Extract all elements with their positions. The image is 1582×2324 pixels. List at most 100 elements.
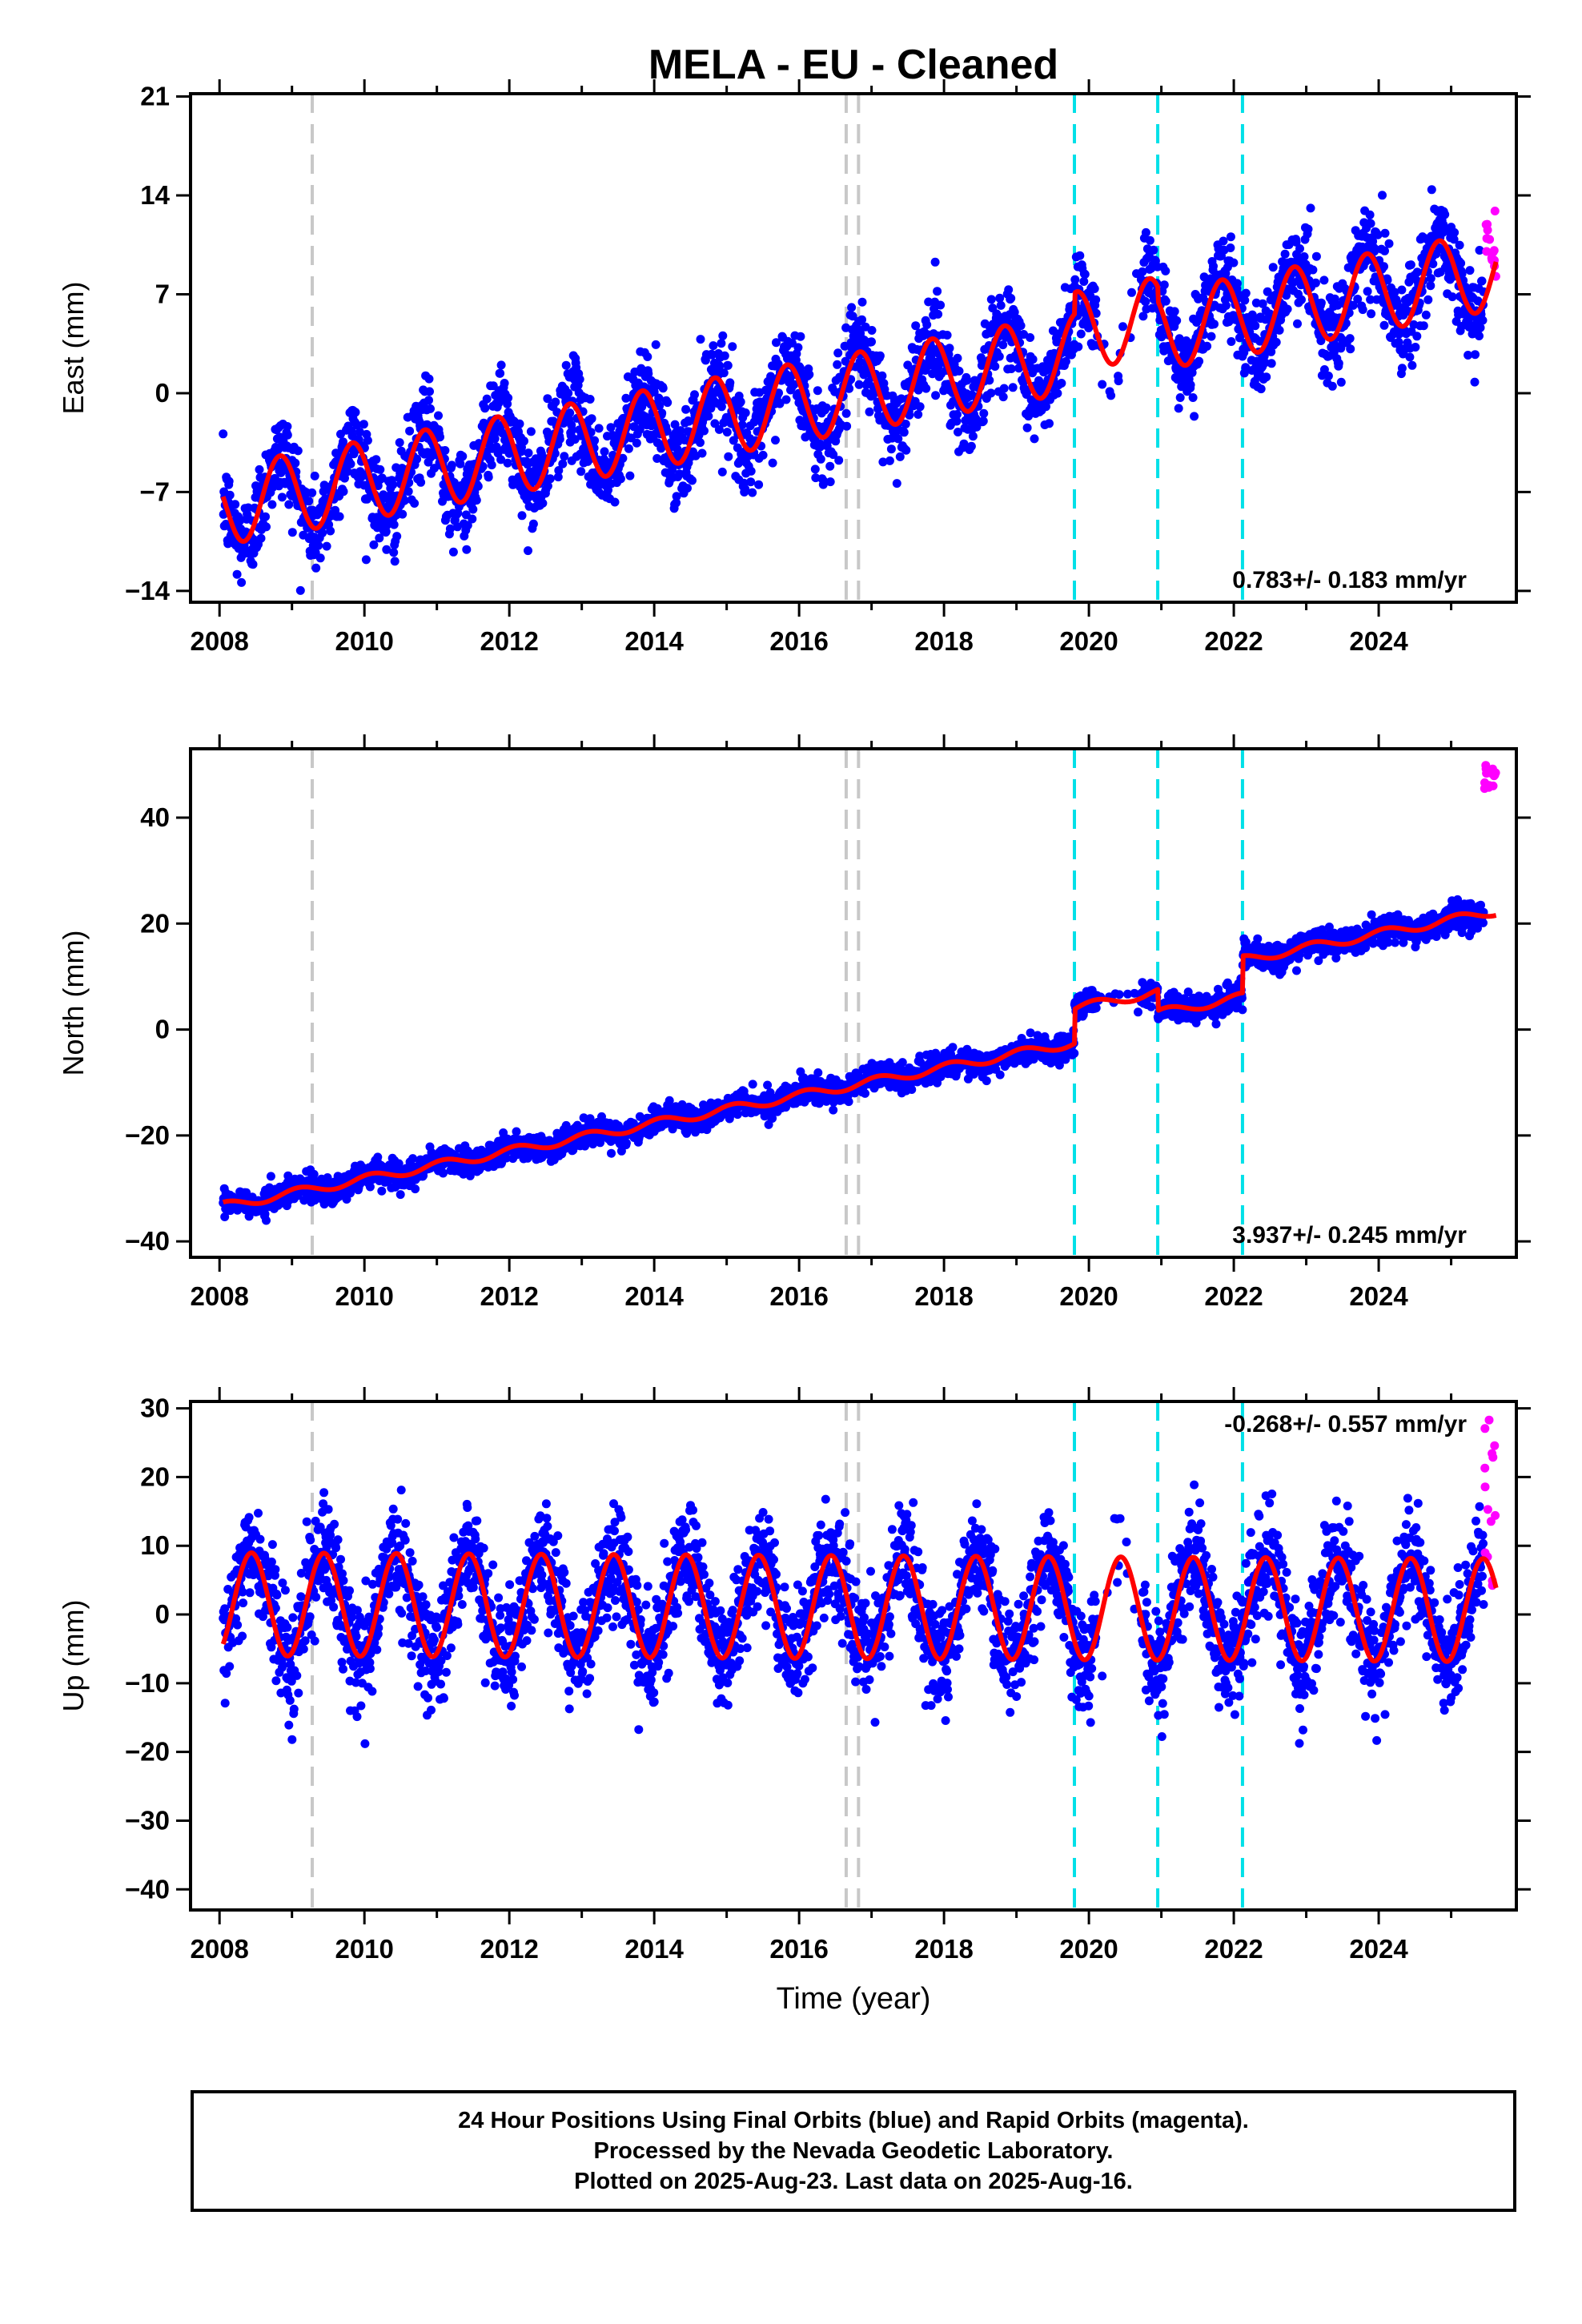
- data-point: [636, 364, 646, 373]
- data-point: [746, 477, 756, 487]
- data-point: [1226, 243, 1235, 252]
- data-point: [304, 497, 314, 506]
- data-point: [496, 360, 506, 370]
- data-point: [1008, 383, 1018, 392]
- data-point: [978, 416, 988, 426]
- data-point: [1440, 210, 1450, 219]
- data-point: [829, 1105, 838, 1115]
- data-point: [1195, 356, 1204, 366]
- data-point: [346, 459, 355, 468]
- data-point: [979, 408, 989, 418]
- data-point: [373, 1152, 383, 1162]
- data-point: [381, 527, 391, 537]
- data-point: [706, 404, 716, 413]
- data-point: [1070, 275, 1080, 284]
- data-point: [1209, 261, 1218, 271]
- data-point: [1311, 251, 1321, 261]
- data-point: [741, 408, 750, 417]
- data-point: [1080, 270, 1090, 279]
- data-point: [994, 352, 1004, 361]
- data-point: [1334, 359, 1343, 368]
- x-tick-label: 2024: [1349, 626, 1408, 656]
- data-point: [1275, 325, 1284, 335]
- data-point: [1170, 307, 1179, 316]
- data-point: [553, 472, 563, 482]
- data-point: [1475, 332, 1484, 340]
- data-point: [456, 459, 465, 468]
- x-tick-label: 2016: [769, 626, 828, 656]
- data-point: [1380, 228, 1390, 238]
- data-point: [1016, 321, 1026, 331]
- data-point: [1378, 191, 1387, 200]
- data-point: [1091, 295, 1101, 304]
- x-tick-label: 2014: [624, 626, 684, 656]
- data-point: [560, 452, 569, 461]
- data-point: [262, 522, 271, 532]
- data-point: [223, 539, 233, 549]
- data-point: [405, 426, 415, 436]
- data-point: [954, 366, 964, 376]
- rapid-point: [1490, 207, 1500, 215]
- data-point: [885, 456, 894, 465]
- data-point: [235, 516, 245, 525]
- data-point: [720, 351, 729, 360]
- data-point: [462, 545, 472, 554]
- data-point: [575, 375, 584, 384]
- data-point: [610, 497, 620, 507]
- data-point: [423, 420, 432, 429]
- data-point: [1141, 297, 1150, 307]
- data-point: [277, 493, 287, 502]
- data-point: [1053, 388, 1062, 398]
- data-point: [1380, 246, 1389, 255]
- data-point: [625, 471, 635, 480]
- data-point: [1293, 319, 1302, 328]
- data-point: [287, 528, 297, 537]
- data-point: [1219, 236, 1228, 246]
- data-point: [844, 1097, 853, 1107]
- data-point: [875, 351, 885, 360]
- data-point: [388, 480, 398, 489]
- data-point: [1188, 393, 1198, 402]
- velocity-label: 0.783+/- 0.183 mm/yr: [1232, 567, 1467, 593]
- data-point: [440, 446, 450, 455]
- data-point: [696, 438, 705, 448]
- data-point: [833, 360, 842, 369]
- data-point: [416, 477, 426, 487]
- data-point: [1308, 265, 1318, 275]
- data-point: [1427, 185, 1436, 195]
- data-point: [224, 476, 234, 486]
- data-point: [439, 1168, 448, 1178]
- data-point: [339, 437, 347, 447]
- data-point: [551, 397, 560, 407]
- data-point: [670, 420, 680, 429]
- data-point: [389, 548, 399, 557]
- data-point: [524, 546, 532, 556]
- data-point: [816, 454, 825, 464]
- x-tick-label: 2008: [190, 626, 248, 656]
- data-point: [543, 394, 552, 404]
- data-point: [733, 1110, 742, 1120]
- data-point: [865, 407, 874, 416]
- x-tick-label: 2020: [1059, 626, 1118, 656]
- data-point: [1323, 372, 1333, 380]
- data-point: [307, 488, 317, 497]
- data-point: [568, 425, 577, 435]
- data-point: [295, 585, 305, 595]
- x-tick-label: 2018: [914, 626, 973, 656]
- data-point: [1057, 379, 1066, 388]
- data-point: [655, 401, 665, 411]
- data-point: [1090, 284, 1099, 293]
- data-point: [1114, 376, 1123, 386]
- data-point: [449, 478, 459, 488]
- data-point: [725, 378, 735, 388]
- data-point: [673, 444, 682, 454]
- data-point: [311, 563, 321, 573]
- data-point: [404, 487, 413, 497]
- data-point: [1256, 384, 1266, 394]
- x-tick-label: 2010: [335, 626, 393, 656]
- data-point: [606, 423, 616, 432]
- data-point: [1045, 419, 1054, 428]
- data-point: [663, 398, 673, 408]
- data-point: [256, 533, 266, 543]
- data-point: [1161, 266, 1170, 275]
